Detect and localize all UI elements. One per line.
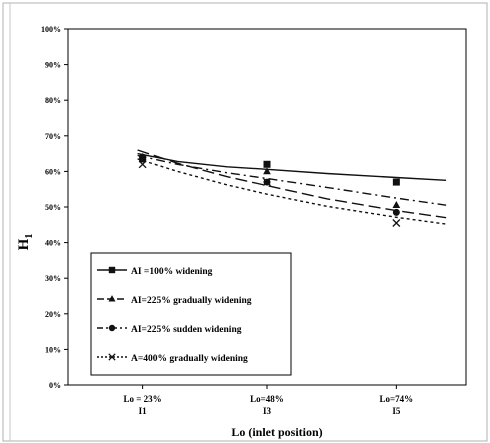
- data-point-x: [392, 219, 401, 227]
- data-point-x: [263, 178, 271, 187]
- x-tick-sublabel: I5: [392, 406, 401, 416]
- y-tick-label: 10%: [45, 345, 61, 354]
- y-tick-label: 40%: [45, 239, 61, 248]
- data-point-triangle: [392, 201, 401, 209]
- y-axis-title: H1: [16, 234, 35, 251]
- x-axis-title: Lo (inlet position): [231, 425, 322, 439]
- data-point-circle: [392, 208, 400, 216]
- y-axis-title-main: H: [16, 238, 32, 250]
- legend-swatch-marker: [108, 266, 116, 274]
- legend-swatch-marker: [108, 295, 116, 302]
- data-point-square: [392, 178, 400, 186]
- x-tick-sublabel: I3: [263, 406, 272, 416]
- legend: AI =100% widening AI=225% gradually widen…: [90, 252, 292, 376]
- y-tick-label: 20%: [45, 310, 61, 319]
- y-tick-label: 50%: [45, 203, 61, 212]
- legend-label: AI=225% gradually widening: [131, 296, 252, 306]
- plot-area: 0% 10% 20% 30% 40% 50% 60% 70% 80% 90% 100% Lo = 23…: [41, 25, 467, 416]
- y-tick-label: 60%: [45, 167, 61, 176]
- data-point-x: [138, 160, 147, 169]
- x-tick-sublabel: I1: [139, 406, 148, 416]
- y-tick-label: 90%: [45, 61, 61, 70]
- data-point-circle: [139, 153, 147, 161]
- legend-label: AI=225% sudden widening: [131, 325, 242, 335]
- y-tick-label: 70%: [45, 132, 61, 141]
- legend-swatch-marker: [108, 353, 116, 361]
- legend-box: [90, 252, 292, 376]
- legend-label: A=400% gradually widening: [131, 354, 248, 364]
- x-tick-label: Lo=48%: [250, 394, 284, 404]
- y-tick-label: 30%: [45, 274, 61, 283]
- x-tick-label: Lo=74%: [380, 394, 414, 404]
- y-axis-title-subscript: 1: [24, 234, 35, 239]
- data-point-square: [263, 160, 271, 168]
- data-point-triangle: [263, 167, 271, 175]
- y-tick-label: 80%: [45, 96, 61, 105]
- y-tick-label: 0%: [49, 381, 61, 390]
- series-line-x: [137, 158, 447, 225]
- legend-label: AI =100% widening: [131, 267, 213, 277]
- legend-swatch-marker: [108, 324, 116, 332]
- series-line-circle: [137, 154, 447, 206]
- x-tick-label: Lo = 23%: [124, 394, 162, 404]
- y-tick-label: 100%: [41, 25, 61, 34]
